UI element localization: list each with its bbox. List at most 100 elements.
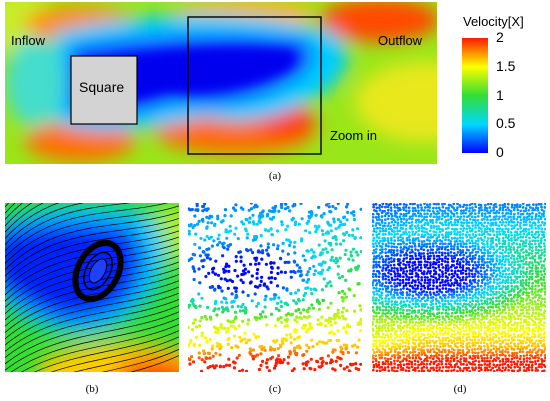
particle — [527, 296, 531, 299]
particle — [338, 256, 342, 260]
particle — [426, 281, 429, 285]
particle — [453, 316, 457, 320]
particle — [434, 320, 438, 324]
particle — [227, 336, 231, 341]
particle — [402, 314, 406, 318]
particle — [244, 308, 248, 312]
particle — [477, 326, 480, 330]
particle — [405, 270, 409, 273]
particle — [396, 293, 399, 297]
particle — [372, 227, 376, 231]
particle — [519, 230, 523, 234]
particle — [480, 318, 483, 321]
particle — [386, 327, 390, 330]
particle — [458, 332, 461, 336]
particle — [453, 344, 457, 348]
particle — [446, 260, 450, 264]
particle — [404, 282, 408, 285]
particle — [407, 315, 411, 319]
particle — [389, 332, 393, 336]
particle — [344, 248, 348, 252]
particle — [221, 254, 225, 258]
particle — [489, 305, 493, 309]
particle — [206, 221, 210, 225]
particle — [396, 366, 400, 370]
particle — [396, 224, 400, 227]
particle — [417, 369, 421, 372]
particle — [530, 269, 534, 273]
particle — [407, 366, 411, 370]
particle — [396, 326, 400, 329]
particle — [383, 368, 387, 372]
particle — [425, 290, 429, 294]
particle — [477, 271, 480, 275]
particle — [536, 353, 540, 357]
particle — [326, 231, 330, 235]
particle — [542, 350, 546, 353]
particle — [531, 329, 535, 333]
particle — [453, 232, 457, 236]
particle — [477, 370, 481, 372]
particle — [465, 308, 468, 311]
particle — [527, 326, 531, 330]
particle — [446, 218, 450, 222]
particle — [337, 316, 341, 320]
particle — [483, 360, 487, 363]
particle — [495, 259, 499, 263]
particle — [331, 204, 335, 209]
particle — [471, 344, 475, 347]
particle — [533, 223, 537, 227]
particle — [495, 315, 498, 319]
particle — [450, 282, 454, 285]
particle — [381, 275, 385, 279]
particle — [453, 227, 457, 231]
particle — [542, 242, 546, 245]
particle — [480, 363, 483, 367]
particle — [344, 295, 348, 299]
particle — [543, 227, 546, 231]
particle — [372, 329, 375, 333]
particle — [536, 266, 540, 270]
particle — [494, 335, 498, 339]
particle — [380, 353, 384, 357]
particle — [467, 266, 470, 270]
streamline — [5, 267, 179, 327]
particle — [269, 297, 273, 301]
particle — [455, 237, 459, 240]
particle — [296, 269, 300, 273]
particle — [437, 307, 441, 311]
particle — [426, 344, 429, 348]
particle — [408, 251, 412, 254]
particle — [263, 305, 267, 309]
particle — [471, 244, 475, 248]
particle — [443, 203, 447, 206]
particle — [534, 248, 538, 252]
particle — [419, 341, 423, 345]
particle — [387, 329, 391, 333]
particle — [497, 266, 501, 270]
particle — [526, 338, 529, 342]
particle — [390, 345, 394, 349]
particle — [288, 209, 292, 213]
particle — [392, 323, 396, 327]
particle — [482, 317, 486, 320]
particle — [431, 218, 434, 222]
particle — [527, 329, 531, 333]
particle — [408, 203, 412, 206]
particle — [387, 245, 390, 248]
particle — [401, 368, 405, 371]
particle — [292, 349, 296, 353]
particle — [521, 303, 525, 307]
particle — [533, 333, 537, 337]
particle — [501, 272, 505, 276]
particle — [531, 308, 535, 312]
particle — [306, 219, 311, 223]
particle — [419, 339, 423, 342]
particle — [509, 333, 512, 337]
particle — [476, 297, 480, 300]
particle — [387, 261, 391, 264]
particle — [513, 317, 517, 321]
particle — [494, 269, 498, 273]
particle — [423, 257, 426, 261]
particle — [420, 224, 424, 228]
